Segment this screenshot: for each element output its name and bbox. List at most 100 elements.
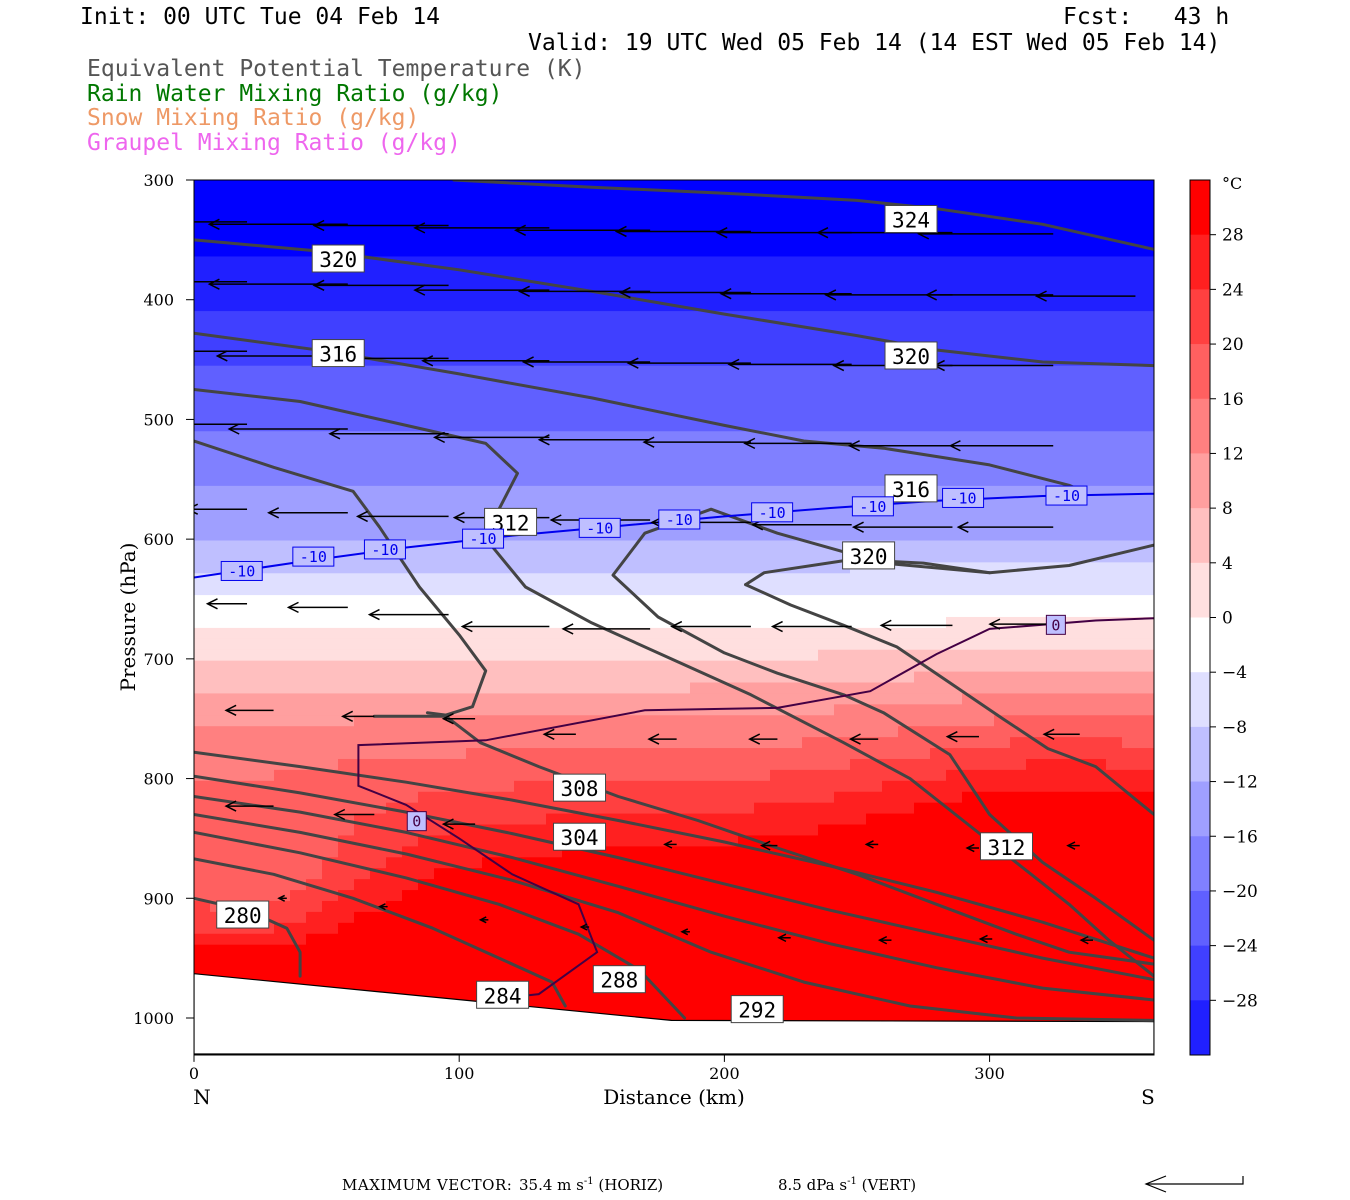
- temperature-cell: [674, 584, 691, 596]
- wind-vector-head: [879, 619, 892, 632]
- temperature-cell: [370, 737, 387, 749]
- temperature-cell: [434, 715, 451, 727]
- temperature-cell: [1074, 857, 1091, 869]
- temperature-cell: [418, 300, 435, 312]
- temperature-cell: [818, 606, 835, 618]
- temperature-cell: [274, 857, 291, 869]
- temperature-cell: [1010, 376, 1027, 389]
- temperature-cell: [402, 627, 419, 640]
- temperature-cell: [546, 474, 563, 487]
- temperature-cell: [962, 616, 979, 629]
- temperature-cell: [834, 234, 851, 247]
- temperature-cell: [1106, 857, 1123, 869]
- temperature-cell: [898, 551, 915, 563]
- temperature-cell: [594, 704, 611, 716]
- temperature-cell: [466, 496, 483, 509]
- temperature-cell: [818, 256, 835, 268]
- temperature-cell: [866, 758, 883, 771]
- temperature-cell: [546, 234, 563, 247]
- temperature-cell: [754, 387, 771, 400]
- temperature-cell: [562, 398, 579, 411]
- temperature-cell: [914, 835, 931, 847]
- temperature-cell: [514, 190, 531, 203]
- temperature-cell: [898, 584, 915, 596]
- temperature-cell: [338, 551, 355, 563]
- temperature-cell: [258, 573, 275, 585]
- temperature-cell: [850, 802, 867, 815]
- temperature-cell: [210, 846, 227, 858]
- temperature-cell: [338, 758, 355, 771]
- temperature-cell: [1058, 693, 1075, 705]
- temperature-cell: [370, 474, 387, 487]
- temperature-cell: [354, 540, 371, 553]
- temperature-cell: [674, 311, 691, 323]
- temperature-cell: [226, 671, 243, 684]
- temperature-cell: [562, 343, 579, 356]
- temperature-cell: [834, 496, 851, 509]
- temperature-cell: [242, 442, 259, 454]
- temperature-cell: [1026, 212, 1043, 225]
- temperature-cell: [1122, 300, 1139, 312]
- temperature-cell: [1058, 518, 1075, 531]
- temperature-cell: [802, 245, 819, 258]
- temperature-cell: [434, 409, 451, 421]
- temperature-cell: [610, 638, 627, 651]
- temperature-cell: [546, 420, 563, 432]
- temperature-cell: [482, 726, 499, 738]
- temperature-cell: [450, 507, 467, 520]
- temperature-cell: [530, 212, 547, 225]
- temperature-cell: [226, 627, 243, 640]
- temperature-cell: [258, 376, 275, 389]
- temperature-cell: [210, 322, 227, 334]
- temperature-cell: [434, 442, 451, 454]
- temperature-cell: [322, 529, 339, 542]
- temperature-cell: [770, 726, 787, 738]
- temperature-cell: [594, 201, 611, 214]
- temperature-cell: [274, 769, 291, 782]
- temperature-cell: [994, 671, 1011, 684]
- temperature-cell: [1026, 606, 1043, 618]
- temperature-cell: [562, 201, 579, 214]
- temperature-cell: [738, 726, 755, 738]
- temperature-cell: [482, 748, 499, 760]
- temperature-cell: [962, 704, 979, 716]
- temperature-cell: [274, 846, 291, 858]
- temperature-cell: [882, 267, 899, 279]
- temperature-cell: [930, 387, 947, 400]
- temperature-cell: [610, 431, 627, 443]
- temperature-cell: [562, 704, 579, 716]
- temperature-cell: [1026, 780, 1043, 793]
- wind-vector: [341, 710, 375, 722]
- temperature-cell: [690, 540, 707, 553]
- temperature-cell: [210, 966, 227, 979]
- temperature-cell: [770, 671, 787, 684]
- temperature-cell: [530, 693, 547, 705]
- theta-e-contour: [744, 543, 1154, 587]
- temperature-cell: [258, 256, 275, 268]
- temperature-cell: [514, 212, 531, 225]
- temperature-cell: [274, 562, 291, 574]
- temperature-cell: [386, 289, 403, 301]
- temperature-cell: [546, 442, 563, 454]
- temperature-cell: [514, 911, 531, 924]
- temperature-cell: [1074, 606, 1091, 618]
- temperature-cell: [1106, 311, 1123, 323]
- temperature-cell: [210, 551, 227, 563]
- temperature-cell: [1074, 365, 1091, 378]
- temperature-cell: [274, 201, 291, 214]
- temperature-cell: [1058, 540, 1075, 553]
- temperature-cell: [610, 955, 627, 968]
- temperature-cell: [258, 649, 275, 662]
- temperature-cell: [1010, 758, 1027, 771]
- temperature-cell: [1042, 879, 1059, 891]
- temperature-cell: [274, 474, 291, 487]
- temperature-cell: [834, 944, 851, 957]
- temperature-cell: [882, 693, 899, 705]
- temperature-cell: [338, 201, 355, 214]
- temperature-cell: [450, 573, 467, 585]
- temperature-cell: [850, 190, 867, 203]
- temperature-cell: [882, 835, 899, 847]
- temperature-cell: [1026, 758, 1043, 771]
- temperature-cell: [258, 551, 275, 563]
- temperature-cell: [274, 551, 291, 563]
